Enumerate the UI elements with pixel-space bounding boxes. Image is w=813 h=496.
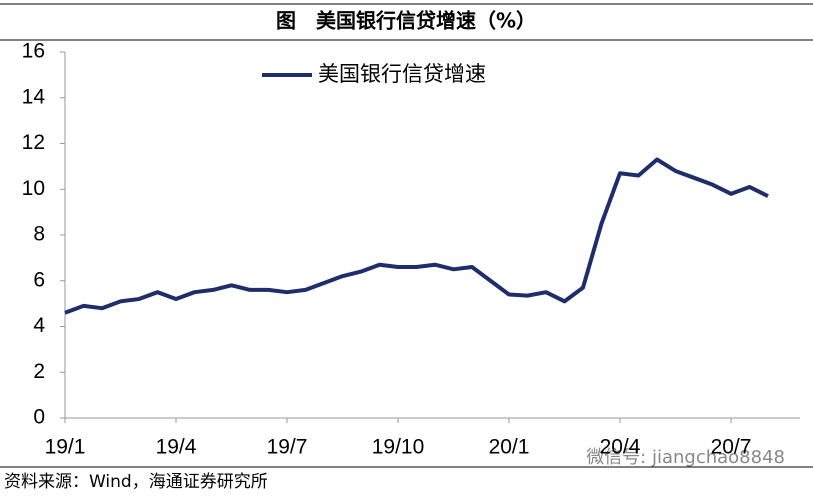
source-note: 资料来源：Wind，海通证券研究所 (4, 472, 268, 492)
y-tick-label: 0 (33, 406, 45, 429)
y-tick-label: 16 (22, 40, 45, 63)
series-line (64, 157, 769, 315)
x-tick-label: 19/4 (156, 436, 197, 459)
y-tick-label: 8 (33, 223, 45, 246)
x-tick-label: 19/1 (45, 436, 86, 459)
y-tick-label: 12 (22, 131, 45, 154)
x-tick-label: 20/4 (600, 436, 641, 459)
y-tick-label: 6 (33, 268, 45, 291)
x-tick-label: 20/7 (711, 436, 752, 459)
y-tick-label: 10 (22, 177, 45, 200)
chart-title: 图 美国银行信贷增速（%） (276, 9, 536, 33)
x-tick-label: 19/10 (372, 436, 425, 459)
x-tick-label: 20/1 (489, 436, 530, 459)
watermark: 微信号: jiangchao8848 (586, 447, 785, 468)
y-tick-label: 14 (22, 85, 46, 108)
legend-label: 美国银行信贷增速 (318, 62, 486, 86)
y-tick-label: 2 (33, 360, 45, 383)
x-tick-label: 19/7 (267, 436, 308, 459)
y-tick-label: 4 (33, 314, 45, 337)
